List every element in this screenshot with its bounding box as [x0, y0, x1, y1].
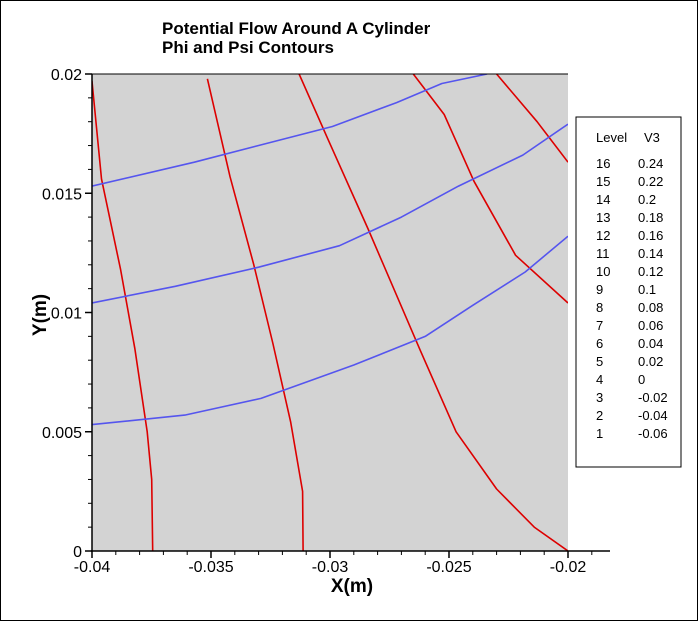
legend-level-number: 2	[596, 408, 603, 423]
chart-title: Potential Flow Around A Cylinder	[162, 19, 431, 38]
y-tick-label: 0.005	[42, 425, 82, 442]
tick-labels: -0.04 -0.035 -0.03 -0.025 -0.02 0 0.005 0.01 0.0…	[42, 67, 586, 576]
psi-contour-3	[92, 74, 488, 187]
phi-contour-4	[412, 74, 568, 304]
phi-contour-2	[206, 78, 304, 551]
legend-level-value: 0.08	[638, 300, 663, 315]
legend-header-level: Level	[596, 130, 627, 145]
psi-contour-2	[92, 123, 568, 304]
legend-level-number: 12	[596, 228, 610, 243]
y-tick-label: 0.01	[51, 306, 82, 323]
x-axis-label: X(m)	[331, 576, 373, 597]
x-tick-label: -0.035	[188, 559, 233, 576]
legend-level-value: 0.16	[638, 228, 663, 243]
legend-level-value: -0.02	[638, 390, 668, 405]
phi-contour-1	[92, 81, 154, 551]
legend-level-value: 0.22	[638, 174, 663, 189]
axes	[85, 73, 610, 558]
legend-level-value: 0.1	[638, 282, 656, 297]
contour-lines	[92, 74, 568, 551]
plot-area	[92, 74, 568, 551]
legend-level-value: -0.06	[638, 426, 668, 441]
legend-level-value: 0.18	[638, 210, 663, 225]
chart-subtitle: Phi and Psi Contours	[162, 38, 334, 57]
legend-level-number: 11	[596, 246, 610, 261]
legend-level-number: 14	[596, 192, 610, 207]
legend-level-number: 9	[596, 282, 603, 297]
legend-level-number: 1	[596, 426, 603, 441]
legend-level-value: 0.02	[638, 354, 663, 369]
x-tick-label: -0.02	[550, 559, 587, 576]
legend-level-number: 7	[596, 318, 603, 333]
legend-level-number: 16	[596, 156, 610, 171]
y-tick-label: 0.015	[42, 186, 82, 203]
legend-level-value: -0.04	[638, 408, 668, 423]
legend-level-number: 10	[596, 264, 610, 279]
x-tick-label: -0.04	[74, 559, 111, 576]
y-axis-label: Y(m)	[30, 294, 51, 336]
legend-level-value: 0.2	[638, 192, 656, 207]
legend-header-value: V3	[644, 130, 660, 145]
legend-level-number: 5	[596, 354, 603, 369]
legend-level-value: 0	[638, 372, 645, 387]
legend-level-number: 6	[596, 336, 603, 351]
x-tick-label: -0.025	[426, 559, 471, 576]
legend-level-number: 3	[596, 390, 603, 405]
legend-level-number: 15	[596, 174, 610, 189]
phi-contour-3	[298, 74, 568, 551]
y-tick-label: 0	[73, 544, 82, 561]
x-tick-label: -0.03	[312, 559, 349, 576]
legend-box	[575, 116, 682, 468]
legend-level-value: 0.06	[638, 318, 663, 333]
legend-level-number: 4	[596, 372, 603, 387]
psi-contour-1	[92, 235, 568, 426]
legend-level-value: 0.24	[638, 156, 663, 171]
legend-level-value: 0.04	[638, 336, 663, 351]
legend-level-number: 8	[596, 300, 603, 315]
legend-level-value: 0.14	[638, 246, 663, 261]
phi-contour-5	[495, 74, 568, 163]
legend-level-value: 0.12	[638, 264, 663, 279]
y-tick-label: 0.02	[51, 67, 82, 84]
legend-level-number: 13	[596, 210, 610, 225]
